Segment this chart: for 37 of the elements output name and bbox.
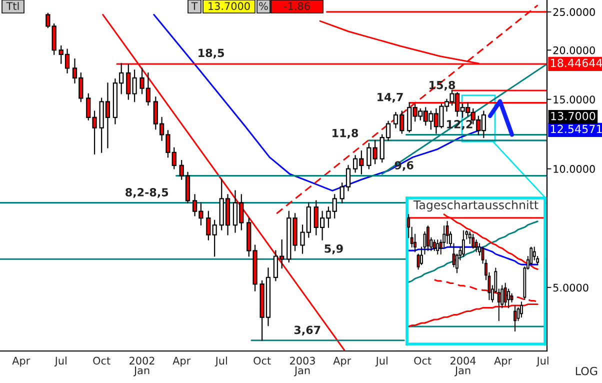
x-tick-label: 2003 Jan	[290, 356, 315, 376]
annotation: Ttl	[6, 2, 19, 10]
annotation: 13.7000	[208, 2, 250, 10]
annotation: 11,8	[332, 128, 358, 139]
x-tick-label: Apr	[494, 356, 512, 367]
annotation: 14,7	[378, 92, 403, 103]
annotation: %	[259, 2, 268, 10]
annotation: 8,2-8,5	[126, 188, 168, 198]
annotation: 9,6	[394, 161, 414, 171]
y-tick-label: 10.0000	[554, 165, 595, 173]
x-tick-label: 2002 Jan	[130, 356, 154, 376]
y-tick-label: 15.0000	[554, 96, 595, 104]
y-tick-label: 20.0000	[553, 46, 595, 54]
x-tick-label: Apr	[12, 356, 30, 367]
x-tick-label: Jul	[375, 356, 388, 367]
x-tick-label: Oct	[414, 356, 432, 365]
annotation: 18,5	[198, 48, 224, 59]
x-tick-label: Oct	[93, 356, 110, 365]
x-tick-label: Apr	[172, 356, 191, 367]
x-tick-label: Jul	[214, 356, 227, 367]
annotation: 15,8	[430, 80, 456, 91]
x-tick-label: Jul	[54, 356, 66, 367]
y-tick-label: 5.0000	[553, 284, 588, 292]
annotation: 12.54571	[551, 124, 602, 134]
x-tick-label: 2004 Jan	[450, 356, 476, 376]
text: 13.7000	[551, 112, 596, 120]
annotation: T	[191, 2, 198, 10]
x-tick-label: Oct	[254, 356, 271, 365]
annotation: -1.86	[284, 2, 310, 10]
chart-title: Tageschartausschnitt	[413, 200, 538, 212]
annotation: 5,9	[324, 244, 343, 254]
y-tick-label: 25.0000	[553, 8, 595, 16]
x-tick-label: Jul	[536, 356, 548, 367]
annotation: 18.44644	[551, 58, 602, 68]
x-tick-label: Apr	[333, 356, 352, 367]
annotation: 3,67	[294, 326, 320, 336]
text: LOG	[576, 366, 598, 376]
